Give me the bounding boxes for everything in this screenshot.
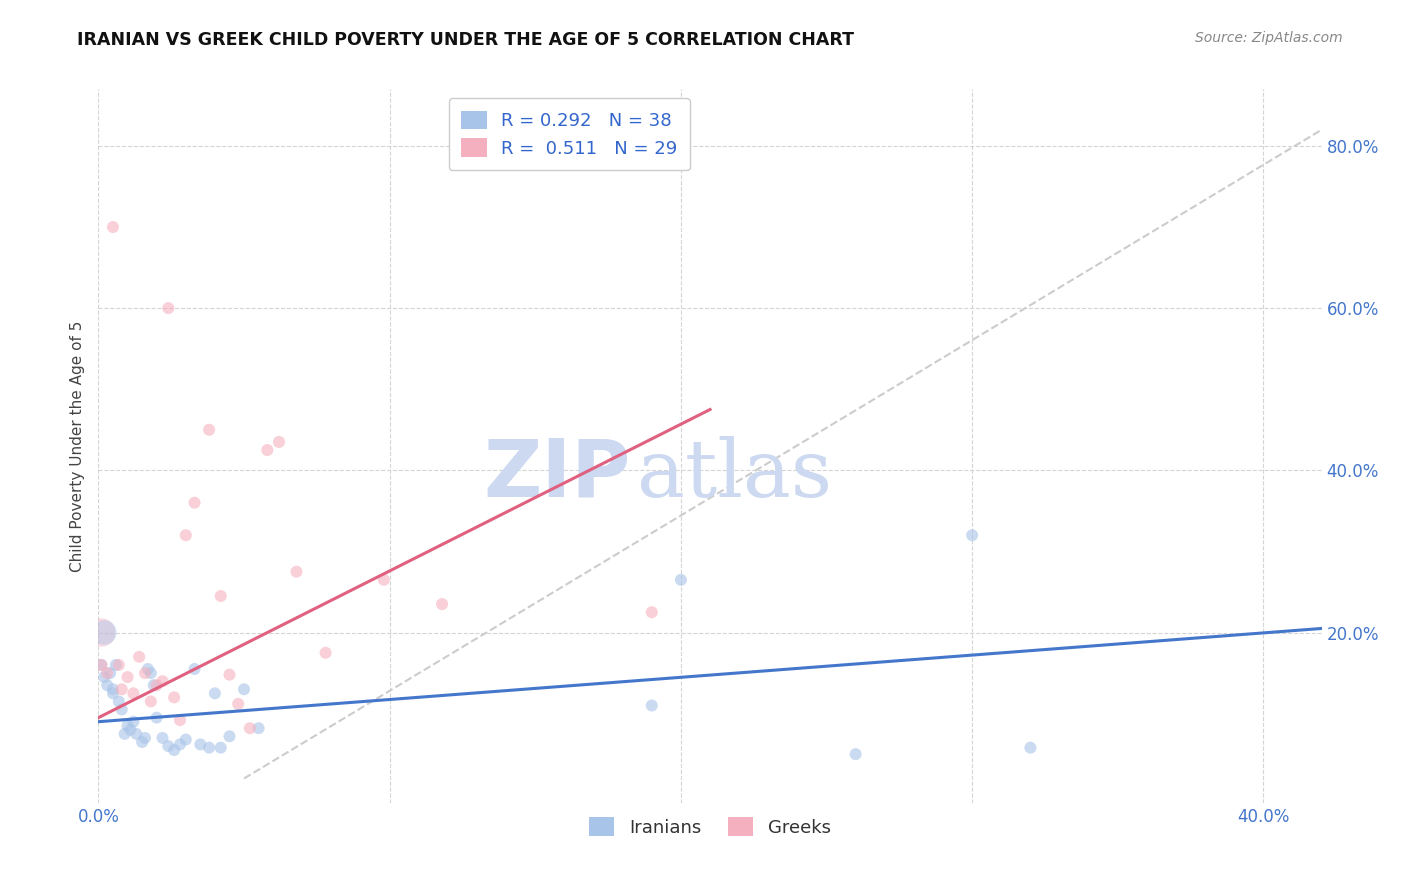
Point xyxy=(233,682,256,697)
Point xyxy=(114,727,136,741)
Point xyxy=(163,690,186,705)
Point xyxy=(204,686,226,700)
Point xyxy=(218,667,240,681)
Point xyxy=(93,670,115,684)
Point xyxy=(128,649,150,664)
Point xyxy=(174,732,197,747)
Point xyxy=(157,739,180,753)
Text: IRANIAN VS GREEK CHILD POVERTY UNDER THE AGE OF 5 CORRELATION CHART: IRANIAN VS GREEK CHILD POVERTY UNDER THE… xyxy=(77,31,855,49)
Point xyxy=(111,682,134,697)
Point xyxy=(104,657,127,672)
Point xyxy=(641,605,664,619)
Point xyxy=(174,528,197,542)
Point xyxy=(845,747,868,761)
Point xyxy=(131,735,153,749)
Point xyxy=(209,740,232,755)
Point xyxy=(145,678,167,692)
Point xyxy=(256,443,278,458)
Point xyxy=(157,301,180,315)
Y-axis label: Child Poverty Under the Age of 5: Child Poverty Under the Age of 5 xyxy=(69,320,84,572)
Point xyxy=(142,678,165,692)
Point xyxy=(117,719,139,733)
Point xyxy=(239,721,262,735)
Point xyxy=(90,657,112,672)
Point xyxy=(139,694,162,708)
Point xyxy=(152,731,174,745)
Point xyxy=(169,738,191,752)
Point xyxy=(285,565,308,579)
Point xyxy=(267,434,290,449)
Point xyxy=(183,496,205,510)
Point xyxy=(101,686,124,700)
Text: ZIP: ZIP xyxy=(484,435,630,514)
Point xyxy=(145,711,167,725)
Point xyxy=(373,573,395,587)
Point xyxy=(134,666,156,681)
Point xyxy=(198,740,221,755)
Point xyxy=(152,674,174,689)
Point xyxy=(96,666,118,681)
Point xyxy=(122,686,145,700)
Point xyxy=(134,731,156,745)
Point xyxy=(430,597,453,611)
Point xyxy=(169,713,191,727)
Point xyxy=(101,220,124,235)
Point xyxy=(960,528,983,542)
Point xyxy=(209,589,232,603)
Point xyxy=(90,625,112,640)
Point xyxy=(163,743,186,757)
Point xyxy=(96,678,118,692)
Point xyxy=(136,662,159,676)
Point xyxy=(226,697,249,711)
Point xyxy=(641,698,664,713)
Text: Source: ZipAtlas.com: Source: ZipAtlas.com xyxy=(1195,31,1343,45)
Point xyxy=(93,625,115,640)
Point xyxy=(218,729,240,743)
Point xyxy=(111,702,134,716)
Point xyxy=(669,573,692,587)
Legend: Iranians, Greeks: Iranians, Greeks xyxy=(582,810,838,844)
Point xyxy=(198,423,221,437)
Point xyxy=(125,727,148,741)
Point xyxy=(90,657,112,672)
Point xyxy=(101,682,124,697)
Point xyxy=(120,723,142,737)
Point xyxy=(98,666,121,681)
Point xyxy=(117,670,139,684)
Point xyxy=(188,738,212,752)
Point xyxy=(139,666,162,681)
Point xyxy=(247,721,270,735)
Point xyxy=(1019,740,1042,755)
Point xyxy=(108,694,131,708)
Point xyxy=(122,714,145,729)
Point xyxy=(183,662,205,676)
Point xyxy=(108,657,131,672)
Text: atlas: atlas xyxy=(637,435,832,514)
Point xyxy=(315,646,337,660)
